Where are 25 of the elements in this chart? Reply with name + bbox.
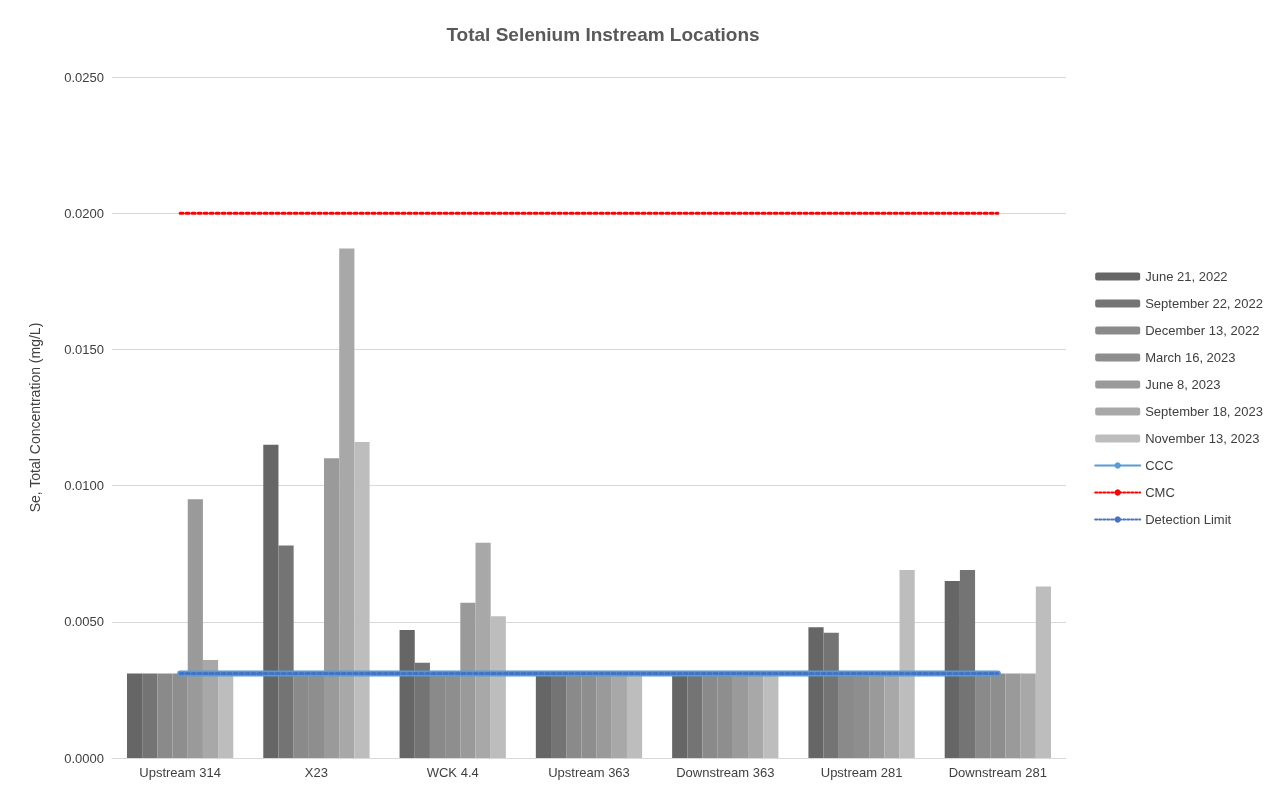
x-tick-label: Upstream 363 <box>548 765 630 780</box>
y-axis-title: Se, Total Concentration (mg/L) <box>27 322 43 513</box>
x-tick-label: Downstream 281 <box>948 765 1047 780</box>
legend-label: September 18, 2023 <box>1145 404 1264 419</box>
x-tick-label: X23 <box>304 765 328 780</box>
chart-title: Total Selenium Instream Locations <box>446 24 760 45</box>
x-tick-label: Upstream 314 <box>139 765 221 780</box>
y-tick-label: 0.0250 <box>64 69 104 85</box>
y-tick-label: 0.0050 <box>64 614 104 630</box>
legend-label: March 16, 2023 <box>1145 350 1236 365</box>
legend-label: November 13, 2023 <box>1145 431 1260 446</box>
x-tick-label: Downstream 363 <box>676 765 775 780</box>
y-tick-label: 0.0150 <box>64 341 104 357</box>
y-tick-label: 0.0100 <box>64 478 104 494</box>
x-tick-label: Upstream 281 <box>820 765 903 780</box>
y-tick-label: 0.0200 <box>64 205 104 221</box>
legend-label: CMC <box>1145 485 1175 500</box>
legend-label: June 21, 2022 <box>1145 269 1228 284</box>
legend-label: December 13, 2022 <box>1145 323 1260 338</box>
y-tick-label: 0.0000 <box>64 750 104 766</box>
legend-label: CCC <box>1145 458 1174 473</box>
legend-label: June 8, 2023 <box>1145 377 1221 392</box>
x-tick-label: WCK 4.4 <box>426 765 479 780</box>
legend-label: September 22, 2022 <box>1145 296 1264 311</box>
legend-label: Detection Limit <box>1145 512 1232 527</box>
